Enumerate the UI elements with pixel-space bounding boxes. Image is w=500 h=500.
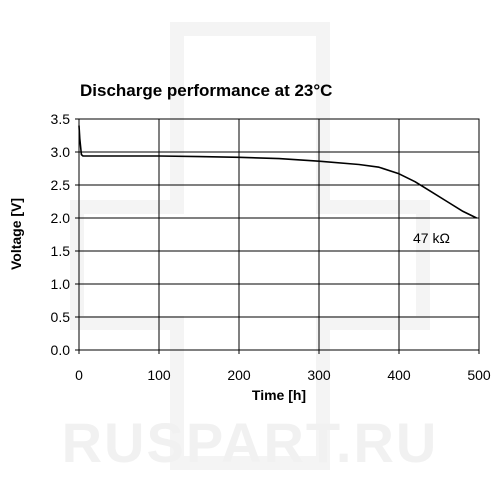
series-annotation: 47 kΩ	[413, 230, 450, 246]
y-tick-label: 3.5	[51, 111, 71, 127]
x-tick-label: 200	[227, 367, 251, 383]
series-group	[78, 125, 477, 219]
y-axis-label: Voltage [V]	[8, 198, 24, 270]
y-tick-label: 0.0	[51, 342, 71, 358]
x-tick-label: 500	[467, 367, 491, 383]
watermark-text: RUSPART.RU	[62, 411, 439, 474]
y-tick-label: 3.0	[51, 144, 71, 160]
chart-title: Discharge performance at 23°C	[80, 81, 332, 100]
x-tick-label: 300	[307, 367, 331, 383]
series-line	[78, 125, 477, 219]
y-tick-label: 0.5	[51, 309, 71, 325]
x-tick-label: 100	[147, 367, 171, 383]
y-tick-label: 2.5	[51, 177, 71, 193]
y-tick-label: 2.0	[51, 210, 71, 226]
x-axis-label: Time [h]	[252, 387, 306, 403]
y-tick-label: 1.5	[51, 243, 71, 259]
watermark: RUSPART.RU	[62, 22, 439, 474]
y-tick-labels: 0.0 0.5 1.0 1.5 2.0 2.5 3.0 3.5	[51, 111, 71, 358]
y-tick-label: 1.0	[51, 276, 71, 292]
grid-lines	[75, 118, 480, 354]
x-tick-label: 0	[75, 367, 83, 383]
plot-area	[78, 118, 480, 351]
x-tick-labels: 0 100 200 300 400 500	[75, 367, 491, 383]
x-tick-label: 400	[387, 367, 411, 383]
